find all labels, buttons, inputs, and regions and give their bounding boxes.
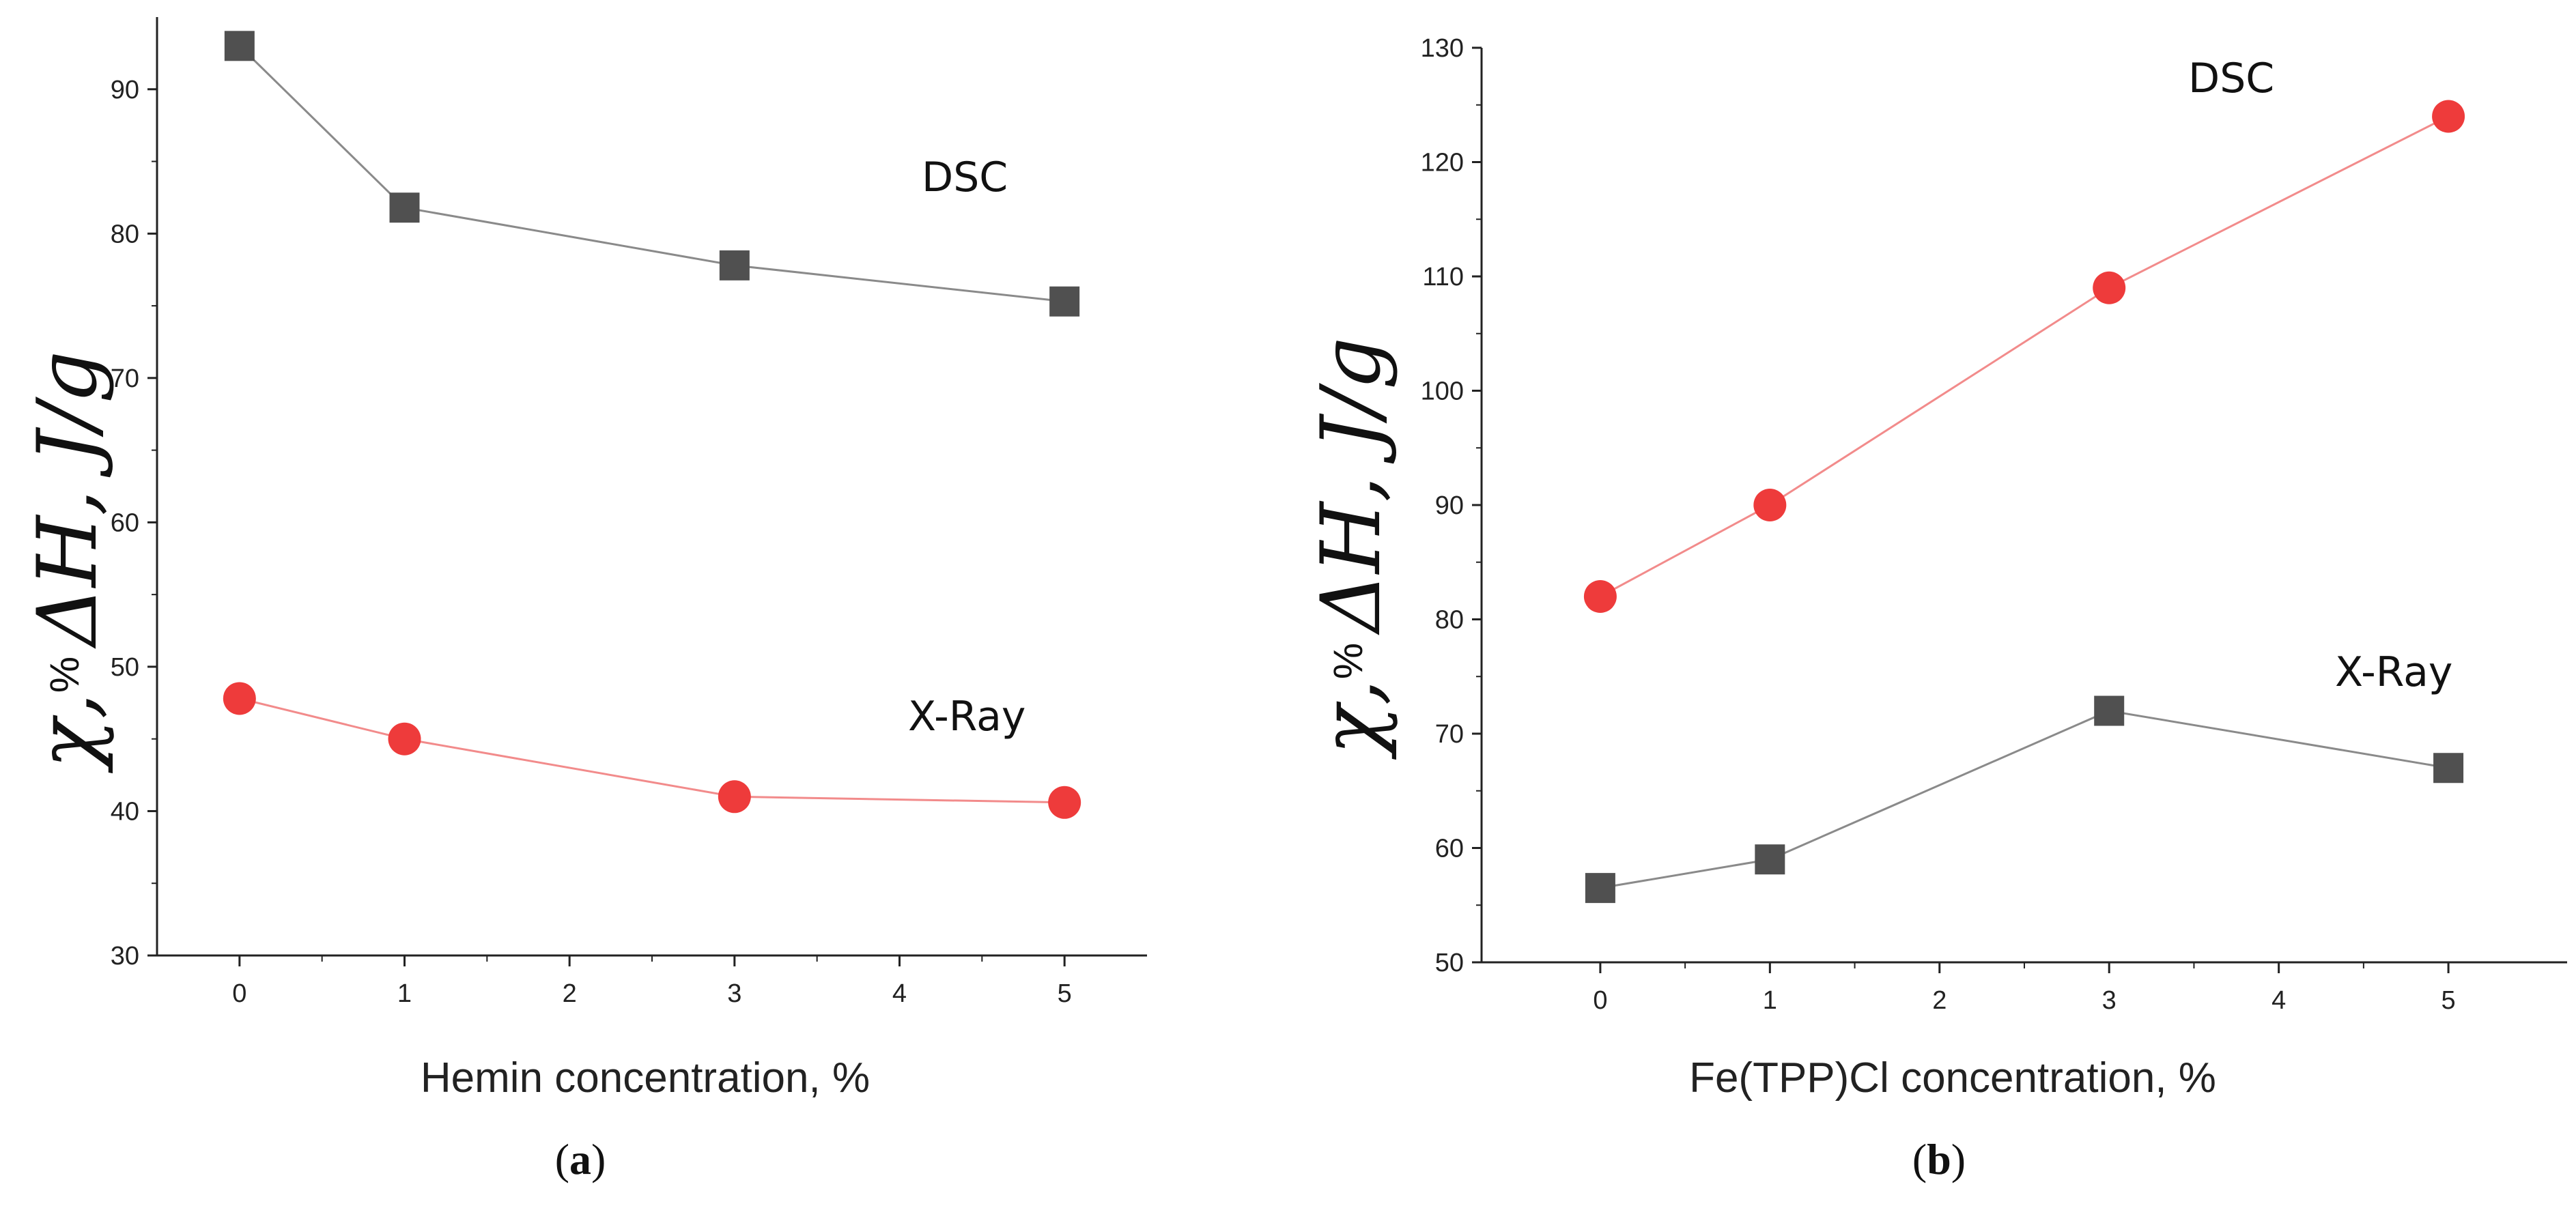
y-axis-title-dh-a: ΔH, J/g [20,351,115,649]
data-point-x-ray-b-1 [1755,844,1785,875]
x-tick-label-b-5: 5 [2441,986,2456,1015]
x-tick-label-b-4: 4 [2271,986,2286,1015]
x-tick-label-a-0: 0 [232,979,246,1008]
data-point-dsc-a-5 [1049,286,1080,317]
chart-panel-b: 50 60 70 80 90 100 110 120 130 0 1 2 3 4 5 DSC X-Ray F… [1304,34,2567,1183]
x-tick-label-b-3: 3 [2102,986,2117,1015]
data-point-x-ray-b-0 [1585,873,1615,904]
x-tick-label-a-1: 1 [397,979,412,1008]
data-point-dsc-a-1 [389,192,420,223]
y-axis-title-b: χ,% ΔH, J/g [1304,337,1399,760]
data-point-dsc-b-5 [2432,100,2465,133]
y-tick-label-b-60: 60 [1435,835,1464,863]
y-tick-label-b-100: 100 [1421,377,1464,406]
y-tick-label-b-50: 50 [1435,949,1464,977]
series-line-x-ray-a [239,698,1065,804]
x-tick-label-a-4: 4 [892,979,907,1008]
y-tick-label-a-80: 80 [111,220,139,248]
x-tick-label-a-5: 5 [1058,979,1072,1008]
series-line-x-ray-b [1600,709,2449,889]
chart-panel-a: 30 40 50 60 70 80 90 0 1 2 3 4 5 DSC X-Ray Hemin con… [20,17,1147,1183]
axes-a: 30 40 50 60 70 80 90 0 1 2 3 4 5 [111,17,1147,1008]
data-point-x-ray-a-5 [1048,786,1081,819]
series-label-dsc-b: DSC [2188,55,2274,102]
y-tick-label-a-90: 90 [111,76,139,104]
series-markers-a [223,31,1081,819]
data-point-x-ray-a-3 [718,780,751,814]
x-tick-label-b-0: 0 [1593,986,1607,1015]
data-point-dsc-a-3 [719,250,750,281]
y-tick-label-b-90: 90 [1435,491,1464,520]
y-tick-label-b-80: 80 [1435,606,1464,635]
series-label-xray-a: X-Ray [908,693,1025,740]
x-axis-title-b: Fe(TPP)Cl concentration, % [1689,1054,2216,1102]
x-tick-label-a-3: 3 [727,979,741,1008]
y-axis-title-percent-a: % [42,657,87,693]
series-markers-b [1583,100,2465,904]
y-tick-label-b-70: 70 [1435,720,1464,749]
x-tick-label-b-2: 2 [1932,986,1947,1015]
x-tick-label-b-1: 1 [1763,986,1777,1015]
y-tick-label-a-50: 50 [111,653,139,682]
data-point-x-ray-b-5 [2433,753,2464,783]
y-axis-title-chi-b: χ, [1304,679,1399,760]
y-tick-label-a-70: 70 [111,364,139,393]
data-point-dsc-b-0 [1583,580,1617,613]
y-axis-title-dh-b: ΔH, J/g [1304,337,1399,635]
data-point-x-ray-a-1 [388,722,421,756]
series-label-dsc-a: DSC [922,154,1008,201]
data-point-x-ray-b-3 [2094,695,2125,726]
y-tick-label-b-110: 110 [1422,263,1464,291]
data-point-x-ray-a-0 [223,682,256,715]
series-line-dsc-a [238,45,1065,303]
x-tick-label-a-2: 2 [563,979,577,1008]
series-line-dsc-b [1600,115,2449,598]
y-tick-label-a-30: 30 [111,942,139,970]
y-tick-label-a-60: 60 [111,508,139,537]
y-tick-label-b-130: 130 [1421,34,1464,63]
y-axis-title-a: χ,% ΔH, J/g [20,351,115,773]
y-tick-label-b-120: 120 [1421,149,1464,177]
series-label-xray-b: X-Ray [2335,648,2452,696]
axes-b: 50 60 70 80 90 100 110 120 130 0 1 2 3 4 5 [1421,34,2567,1015]
data-point-dsc-b-1 [1753,489,1787,521]
y-axis-title-chi-a: χ, [20,693,115,773]
x-axis-title-a: Hemin concentration, % [421,1054,870,1102]
series-lines-b [1600,115,2449,889]
y-tick-label-a-40: 40 [111,797,139,826]
data-point-dsc-a-0 [224,31,255,61]
series-lines-a [238,45,1065,804]
y-axis-title-percent-b: % [1325,643,1371,679]
panel-label-a: (a) [555,1135,606,1183]
data-point-dsc-b-3 [2093,271,2126,304]
panel-label-b: (b) [1912,1135,1966,1183]
